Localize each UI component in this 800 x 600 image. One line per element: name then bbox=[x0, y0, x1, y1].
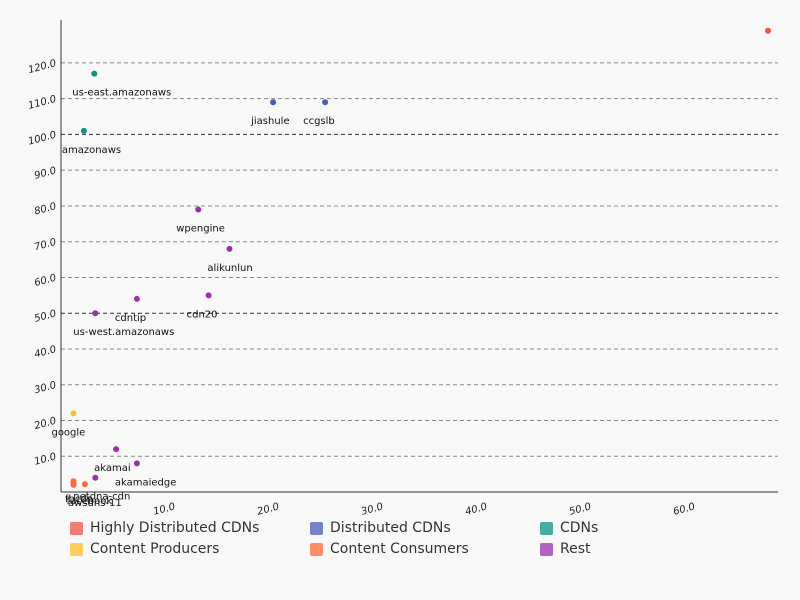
cluster-label: facebook bbox=[67, 496, 113, 507]
data-point bbox=[133, 460, 140, 467]
point-label: google bbox=[51, 427, 85, 438]
x-tick-label: 40.0 bbox=[464, 501, 488, 517]
point-label: akamai bbox=[94, 463, 131, 474]
legend-swatch bbox=[310, 521, 323, 535]
point-label: us-west.amazonaws bbox=[73, 327, 174, 338]
legend-item[interactable]: Rest bbox=[540, 541, 770, 557]
y-tick-label: 120.0 bbox=[27, 58, 58, 76]
legend-item[interactable]: Highly Distributed CDNs bbox=[70, 520, 310, 536]
point-labels: jiashule ccgslb us-east.amazonaws amazonaws… bbox=[51, 88, 334, 509]
data-point bbox=[91, 70, 98, 77]
data-point bbox=[133, 295, 140, 302]
data-point bbox=[92, 474, 99, 481]
cluster-label: fbcdn bbox=[65, 494, 93, 505]
y-axis-ticks: 10.020.030.040.050.060.070.080.090.0100.… bbox=[27, 58, 58, 468]
legend-label: Content Consumers bbox=[330, 541, 469, 557]
data-points bbox=[70, 27, 771, 488]
legend-item[interactable]: CDNs bbox=[540, 520, 770, 536]
x-tick-label: 30.0 bbox=[360, 501, 384, 517]
point-label: alikunlun bbox=[207, 263, 252, 274]
legend-swatch bbox=[540, 542, 553, 556]
data-point bbox=[205, 292, 212, 299]
point-label: ccgslb bbox=[303, 116, 335, 127]
x-tick-label: 60.0 bbox=[672, 501, 696, 517]
legend-item[interactable]: Content Consumers bbox=[310, 541, 540, 557]
y-tick-label: 100.0 bbox=[27, 130, 58, 148]
legend-item[interactable]: Content Producers bbox=[70, 541, 310, 557]
data-point bbox=[80, 127, 87, 134]
y-tick-label: 50.0 bbox=[33, 308, 57, 324]
y-tick-label: 10.0 bbox=[33, 451, 57, 467]
data-point bbox=[92, 310, 99, 317]
point-label: cdntip bbox=[115, 313, 146, 324]
legend-swatch bbox=[540, 521, 553, 535]
point-label: wpengine bbox=[176, 224, 225, 235]
y-tick-label: 60.0 bbox=[33, 273, 57, 289]
point-label: us-east.amazonaws bbox=[72, 88, 171, 99]
y-tick-label: 70.0 bbox=[33, 237, 57, 253]
data-point bbox=[70, 410, 77, 417]
legend-label: Content Producers bbox=[90, 541, 220, 557]
legend-swatch bbox=[70, 542, 83, 556]
point-label: jiashule bbox=[250, 116, 290, 127]
data-point bbox=[113, 446, 120, 453]
data-point bbox=[226, 245, 233, 252]
data-point bbox=[81, 481, 88, 488]
legend-swatch bbox=[310, 542, 323, 556]
legend-label: Highly Distributed CDNs bbox=[90, 520, 260, 536]
data-point bbox=[270, 99, 277, 106]
legend: Highly Distributed CDNs Distributed CDNs C… bbox=[70, 520, 770, 557]
data-point bbox=[70, 481, 77, 488]
y-tick-label: 80.0 bbox=[33, 201, 57, 217]
y-tick-label: 40.0 bbox=[33, 344, 57, 360]
point-label: netdna-cdn bbox=[73, 492, 130, 503]
y-tick-label: 110.0 bbox=[27, 94, 58, 112]
cluster-label: awsdns-11 bbox=[68, 498, 122, 509]
scatter-chart: 10.0 20.0 30.0 40.0 50.0 60.0 70.0 80.0 90.0 100.… bbox=[27, 20, 778, 518]
point-label: amazonaws bbox=[62, 145, 121, 156]
data-point bbox=[322, 99, 329, 106]
data-point bbox=[195, 206, 202, 213]
legend-label: Rest bbox=[560, 541, 591, 557]
y-tick-label: 90.0 bbox=[33, 165, 57, 181]
x-axis-ticks: 10.0 20.0 30.0 40.0 50.0 60.0 bbox=[152, 501, 696, 517]
gridlines bbox=[61, 62, 778, 457]
legend-item[interactable]: Distributed CDNs bbox=[310, 520, 540, 536]
data-point bbox=[765, 27, 771, 34]
x-tick-label: 10.0 bbox=[152, 501, 176, 517]
y-tick-label: 30.0 bbox=[33, 380, 57, 396]
legend-swatch bbox=[70, 521, 83, 535]
point-label: akamaiedge bbox=[115, 477, 177, 488]
x-tick-label: 50.0 bbox=[568, 501, 592, 517]
x-tick-label: 20.0 bbox=[256, 501, 280, 517]
legend-label: Distributed CDNs bbox=[330, 520, 451, 536]
point-label: cdn20 bbox=[187, 309, 218, 320]
legend-label: CDNs bbox=[560, 520, 599, 536]
axes bbox=[60, 20, 778, 493]
